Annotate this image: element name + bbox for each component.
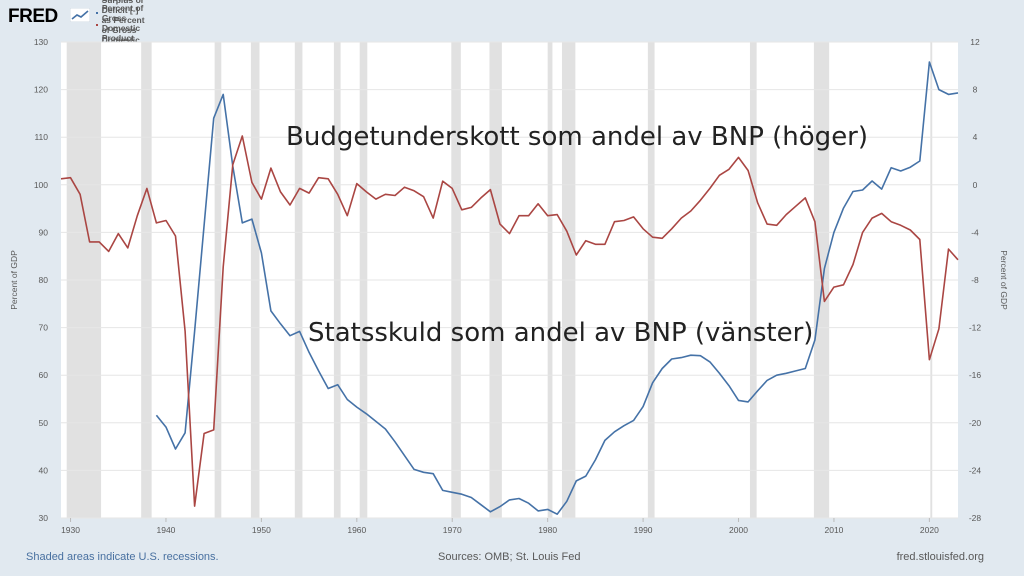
fred-graph-icon <box>70 8 90 22</box>
y-tick-label-right: 0 <box>973 180 978 190</box>
y-tick-label-right: -12 <box>969 323 982 333</box>
y-tick-label-right: -28 <box>969 513 982 523</box>
x-tick-label: 2000 <box>729 525 748 535</box>
y-tick-label-right: 12 <box>970 37 980 47</box>
y-tick-label-right: -16 <box>969 370 982 380</box>
fred-logo[interactable]: FRED <box>8 6 58 27</box>
x-tick-label: 2020 <box>920 525 939 535</box>
site-link[interactable]: fred.stlouisfed.org <box>896 551 984 563</box>
x-tick-label: 1980 <box>538 525 557 535</box>
sources-note: Sources: OMB; St. Louis Fed <box>438 551 581 563</box>
series-line-debt <box>155 61 959 516</box>
y-tick-label-left: 130 <box>34 37 48 47</box>
x-tick-label: 1930 <box>61 525 80 535</box>
y-tick-label-left: 90 <box>39 227 49 237</box>
recessions-note[interactable]: Shaded areas indicate U.S. recessions. <box>26 551 219 563</box>
y-tick-label-right: 4 <box>973 132 978 142</box>
y-tick-label-left: 70 <box>39 323 49 333</box>
legend-swatch-deficit <box>96 24 98 26</box>
x-tick-label: 1940 <box>157 525 176 535</box>
x-tick-label: 1950 <box>252 525 271 535</box>
y-tick-label-left: 50 <box>39 418 49 428</box>
y-tick-label-left: 30 <box>39 513 49 523</box>
annotation-deficit: Budgetunderskott som andel av BNP (höger… <box>286 122 869 152</box>
y-tick-label-right: -8 <box>971 275 979 285</box>
y-tick-label-left: 80 <box>39 275 49 285</box>
y-tick-label-right: -24 <box>969 465 982 475</box>
y-tick-label-left: 60 <box>39 370 49 380</box>
y-tick-label-right: -4 <box>971 227 979 237</box>
y-tick-label-right: 8 <box>973 85 978 95</box>
y-tick-label-left: 110 <box>34 132 48 142</box>
x-tick-label: 1970 <box>443 525 462 535</box>
series-line-deficit <box>60 135 959 507</box>
y-tick-label-left: 100 <box>34 180 48 190</box>
annotation-debt: Statsskuld som andel av BNP (vänster) <box>308 318 814 348</box>
y-tick-label-left: 120 <box>34 85 48 95</box>
y-axis-label-left: Percent of GDP <box>9 250 19 310</box>
y-tick-label-left: 40 <box>39 465 49 475</box>
legend-swatch-debt <box>96 12 98 14</box>
y-axis-label-right: Percent of GDP <box>999 250 1009 310</box>
x-tick-label: 1960 <box>347 525 366 535</box>
x-tick-label: 2010 <box>824 525 843 535</box>
y-tick-label-right: -20 <box>969 418 982 428</box>
x-tick-label: 1990 <box>634 525 653 535</box>
